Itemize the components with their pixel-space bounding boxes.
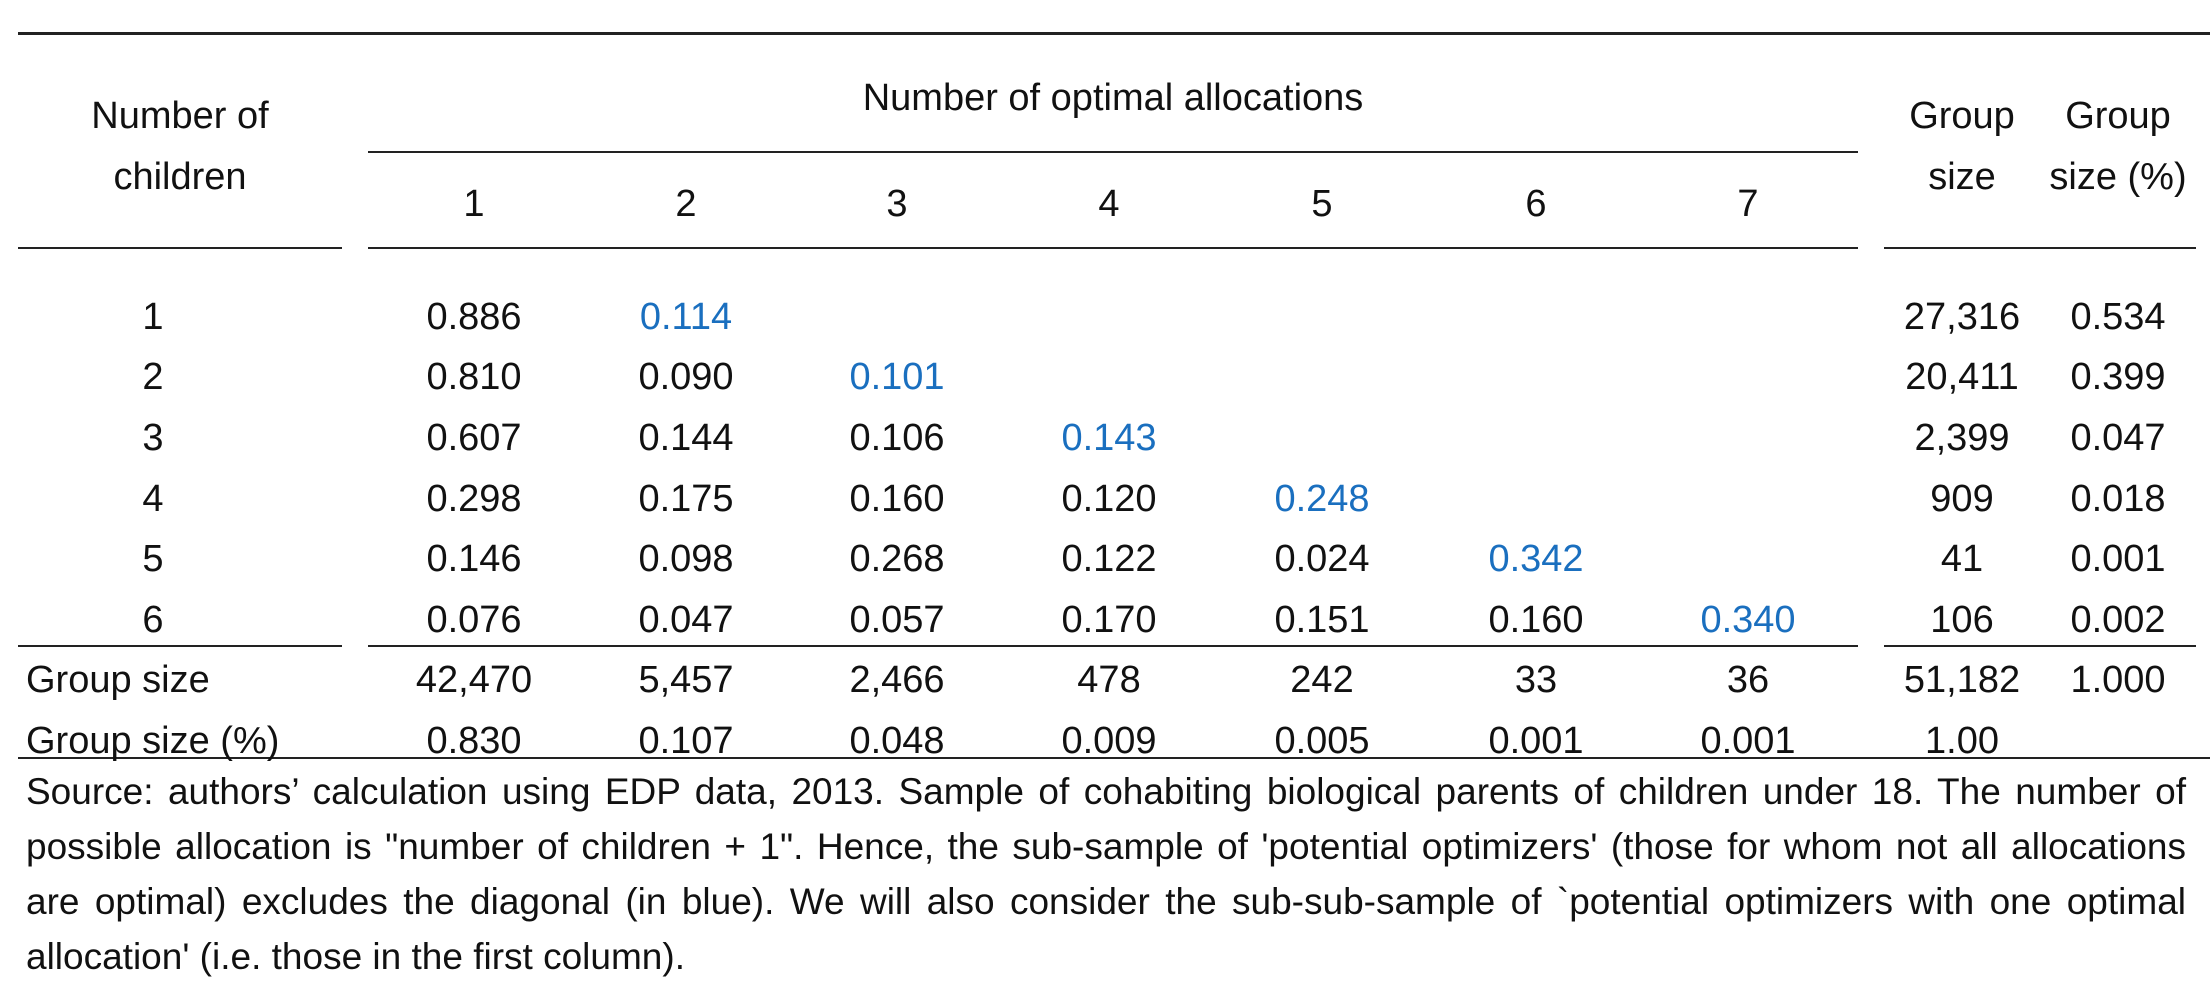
header-bottom-rule-left xyxy=(18,247,342,249)
group-size-cell: 909 xyxy=(1930,478,1994,520)
row-label: 1 xyxy=(142,296,164,338)
diagonal-cell: 0.143 xyxy=(1061,417,1157,459)
footer-group-size: 1.00 xyxy=(1925,720,1999,762)
table-cell: 0.106 xyxy=(849,417,945,459)
spanning-header: Number of optimal allocations xyxy=(862,77,1364,119)
table-cell: 0.268 xyxy=(849,538,945,580)
table-cell: 0.298 xyxy=(426,478,522,520)
footer-group-size: 51,182 xyxy=(1903,659,2021,701)
table-cell: 0.160 xyxy=(849,478,945,520)
row-label: 6 xyxy=(142,599,164,641)
spanner-rule xyxy=(368,151,1858,153)
group-pct-cell: 0.047 xyxy=(2070,417,2166,459)
footer-top-rule-mid xyxy=(368,645,1858,647)
table-cell: 0.098 xyxy=(638,538,734,580)
diagonal-cell: 0.342 xyxy=(1488,538,1584,580)
group-pct-cell: 0.534 xyxy=(2070,296,2166,338)
footer-cell: 0.001 xyxy=(1700,720,1796,762)
group-size-cell: 20,411 xyxy=(1905,356,2019,398)
row-label: 5 xyxy=(142,538,164,580)
table-cell: 0.057 xyxy=(849,599,945,641)
diagonal-cell: 0.114 xyxy=(639,296,733,338)
diagonal-cell: 0.248 xyxy=(1274,478,1370,520)
footer-cell: 0.009 xyxy=(1061,720,1157,762)
top-rule xyxy=(18,32,2210,35)
row-label: 3 xyxy=(142,417,164,459)
column-number: 5 xyxy=(1311,183,1333,225)
table-cell: 0.076 xyxy=(426,599,522,641)
row-header-line2: children xyxy=(113,156,247,198)
footer-top-rule-right xyxy=(1884,645,2196,647)
table-cell: 0.024 xyxy=(1274,538,1370,580)
footer-cell: 242 xyxy=(1290,659,1354,701)
group-pct-cell: 0.399 xyxy=(2070,356,2166,398)
diagonal-cell: 0.340 xyxy=(1700,599,1796,641)
footer-cell: 42,470 xyxy=(415,659,533,701)
footer-group-pct: 1.000 xyxy=(2070,659,2166,701)
group-size-cell: 41 xyxy=(1940,538,1984,580)
footer-row-label: Group size (%) xyxy=(26,720,280,762)
table-cell: 0.886 xyxy=(426,296,522,338)
bottom-rule xyxy=(18,757,2210,759)
table-note: Source: authors’ calculation using EDP d… xyxy=(26,771,2186,977)
group-size-cell: 106 xyxy=(1930,599,1994,641)
table-cell: 0.047 xyxy=(638,599,734,641)
footer-cell: 0.048 xyxy=(849,720,945,762)
group-pct-cell: 0.001 xyxy=(2070,538,2166,580)
row-label: 2 xyxy=(142,356,164,398)
footer-top-rule-left xyxy=(18,645,342,647)
footer-cell: 2,466 xyxy=(849,659,945,701)
column-number: 7 xyxy=(1737,183,1759,225)
header-bottom-rule-right xyxy=(1884,247,2196,249)
column-number: 2 xyxy=(675,183,697,225)
footer-cell: 33 xyxy=(1514,659,1558,701)
group-size-cell: 27,316 xyxy=(1903,296,2021,338)
diagonal-cell: 0.101 xyxy=(849,356,945,398)
table-cell: 0.607 xyxy=(426,417,522,459)
table-cell: 0.144 xyxy=(638,417,734,459)
footer-cell: 478 xyxy=(1077,659,1141,701)
row-header-line1: Number of xyxy=(91,95,269,137)
column-number: 6 xyxy=(1525,183,1547,225)
footer-cell: 36 xyxy=(1726,659,1770,701)
group-size-header-line1: Group xyxy=(1909,95,2015,137)
table-cell: 0.120 xyxy=(1061,478,1157,520)
group-size-header-line2: size xyxy=(1928,156,1996,198)
footer-cell: 0.001 xyxy=(1488,720,1584,762)
footer-row-label: Group size xyxy=(26,659,210,701)
table-cell: 0.146 xyxy=(426,538,522,580)
footer-cell: 5,457 xyxy=(638,659,734,701)
table-cell: 0.160 xyxy=(1488,599,1584,641)
group-pct-cell: 0.018 xyxy=(2070,478,2166,520)
table-cell: 0.151 xyxy=(1274,599,1370,641)
column-number: 3 xyxy=(886,183,908,225)
column-number: 4 xyxy=(1098,183,1120,225)
group-pct-header-line1: Group xyxy=(2065,95,2171,137)
table-cell: 0.122 xyxy=(1061,538,1157,580)
group-size-cell: 2,399 xyxy=(1914,417,2010,459)
table-cell: 0.170 xyxy=(1061,599,1157,641)
footer-cell: 0.107 xyxy=(638,720,734,762)
footer-cell: 0.005 xyxy=(1274,720,1370,762)
table-cell: 0.090 xyxy=(638,356,734,398)
row-label: 4 xyxy=(142,478,164,520)
group-pct-cell: 0.002 xyxy=(2070,599,2166,641)
table-cell: 0.810 xyxy=(426,356,522,398)
group-pct-header-line2: size (%) xyxy=(2049,156,2187,198)
header-bottom-rule-mid xyxy=(368,247,1858,249)
footer-cell: 0.830 xyxy=(426,720,522,762)
table-cell: 0.175 xyxy=(638,478,734,520)
column-number: 1 xyxy=(463,183,485,225)
